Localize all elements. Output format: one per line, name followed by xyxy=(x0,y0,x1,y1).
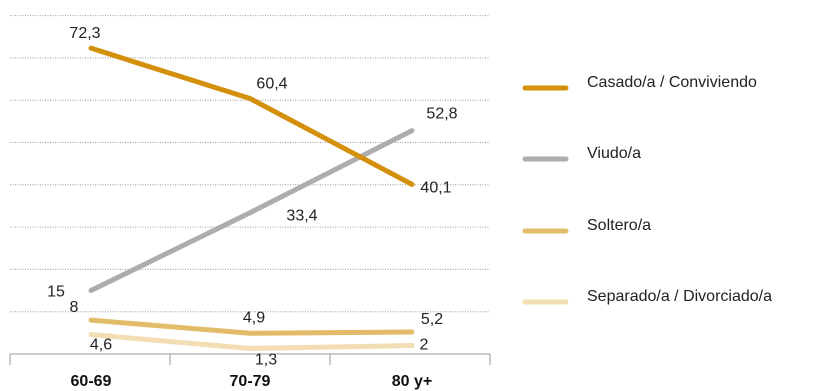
x-tick-label: 60-69 xyxy=(71,373,112,390)
data-label: 1,3 xyxy=(255,352,277,369)
series-line xyxy=(88,128,415,294)
grid-lines xyxy=(10,15,490,313)
data-label: 60,4 xyxy=(256,76,287,93)
legend-label: Viudo/a xyxy=(587,145,641,162)
data-label: 52,8 xyxy=(426,106,457,123)
legend-label: Soltero/a xyxy=(587,217,651,234)
data-label: 15 xyxy=(47,284,65,301)
data-label: 2 xyxy=(420,337,429,354)
data-label: 33,4 xyxy=(286,208,317,225)
data-label: 4,6 xyxy=(90,337,112,354)
x-tick-label: 70-79 xyxy=(230,373,271,390)
series-line xyxy=(88,317,415,336)
data-label: 4,9 xyxy=(243,309,265,326)
data-labels: 72,3 60,4 40,1 15 33,4 52,8 8 4,9 5,2 4,6 1,3 2 xyxy=(47,25,458,368)
legend: Casado/a / Conviviendo Viudo/a Soltero/a Se… xyxy=(522,74,772,305)
data-label: 72,3 xyxy=(69,25,100,42)
series-line xyxy=(88,332,415,352)
legend-label: Separado/a / Divorciado/a xyxy=(587,288,772,305)
legend-label: Casado/a / Conviviendo xyxy=(587,74,757,91)
series-line xyxy=(88,45,415,187)
data-label: 40,1 xyxy=(420,179,451,196)
data-label: 8 xyxy=(70,299,79,316)
series-lines xyxy=(88,45,415,352)
x-axis: 60-69 70-79 80 y+ xyxy=(9,353,491,390)
data-label: 5,2 xyxy=(421,311,443,328)
x-tick-label: 80 y+ xyxy=(392,373,432,390)
